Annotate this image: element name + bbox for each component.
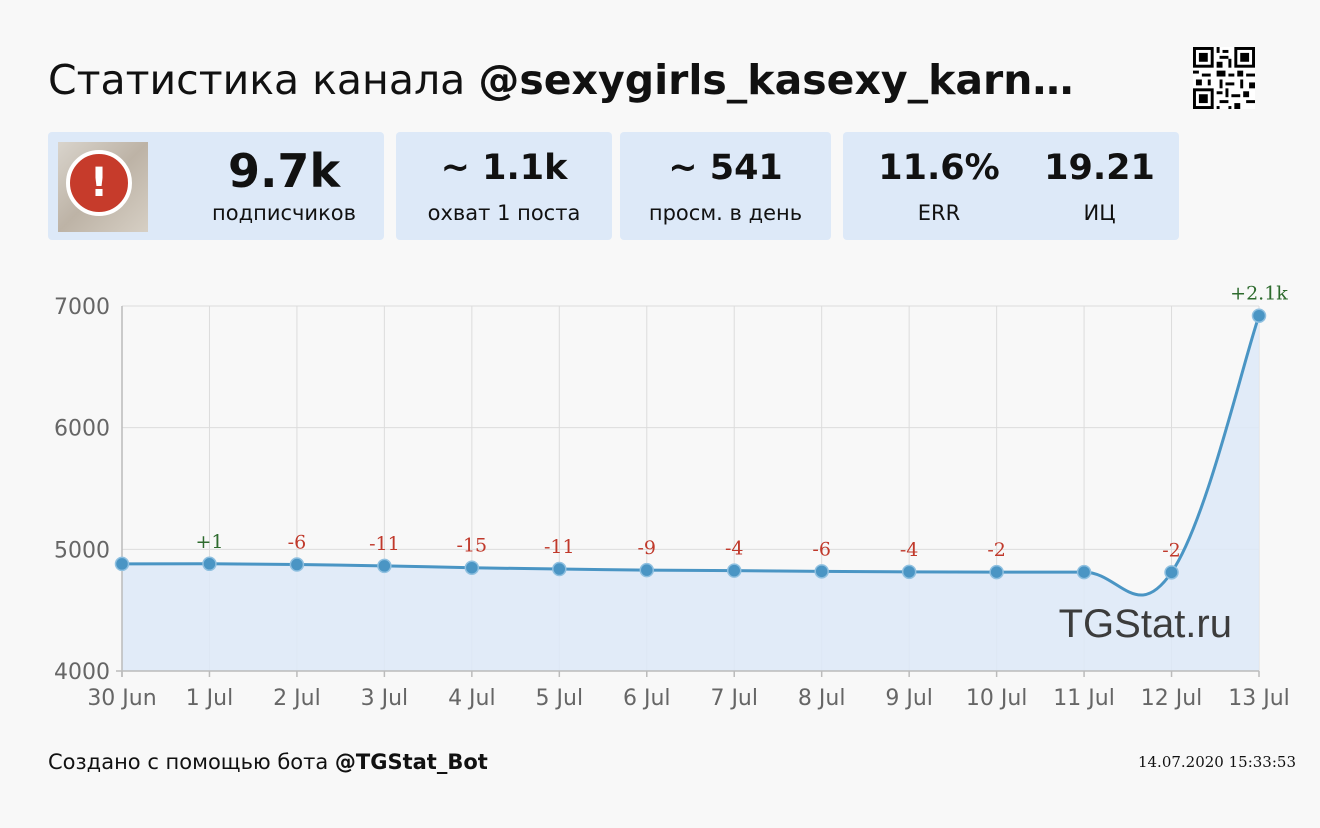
x-tick-label: 30 Jun [87,686,156,711]
x-tick-label: 3 Jul [361,686,409,711]
daily-views-label: просм. в день [648,201,803,225]
timestamp: 14.07.2020 15:33:53 [1137,753,1296,771]
data-point [289,557,305,572]
daily-views-card: ~ 541 просм. в день [620,132,831,240]
data-point [202,556,217,572]
err-value: 11.6% [878,148,1000,188]
citation-index-value: 19.21 [1044,148,1155,188]
x-tick-label: 5 Jul [536,686,584,711]
y-tick-label: 4000 [54,660,110,685]
err-card: 11.6% ERR [843,132,1035,240]
data-label: -15 [457,535,488,557]
data-point [1251,308,1267,323]
x-tick-label: 1 Jul [186,686,234,711]
qr-code-icon [1193,47,1255,109]
data-point [989,564,1004,580]
subscribers-label: подписчиков [212,201,356,225]
x-tick-label: 11 Jul [1053,686,1115,711]
avatar: ! [58,142,148,232]
area-fill [122,315,1259,671]
channel-name: @sexygirls_kasexy_karn… [478,56,1074,104]
data-label: -11 [544,536,575,558]
x-tick-label: 7 Jul [710,686,758,711]
subscribers-value: 9.7k [227,144,341,198]
data-label: -2 [987,539,1006,561]
data-label: -9 [638,537,657,559]
data-point [901,564,917,580]
x-tick-label: 8 Jul [798,686,846,711]
subscribers-chart: TGStat.ru +1 -6 -11 -15 -11 -9 -4 -6 -4 -2 -2 +2.1k 4… [54,283,1290,711]
footer-credit: Создано с помощью бота @TGStat_Bot [48,748,488,776]
data-label: -4 [900,539,919,561]
data-label: +1 [195,531,223,553]
data-point [1164,565,1179,580]
citation-index-label: ИЦ [1083,201,1116,225]
y-tick-label: 5000 [54,538,110,563]
reach-label: охват 1 поста [427,201,581,225]
daily-views-value: ~ 541 [668,148,783,188]
y-tick-label: 6000 [54,417,110,442]
data-label: -2 [1162,539,1181,561]
reach-card: ~ 1.1k охват 1 поста [396,132,612,240]
x-tick-label: 9 Jul [885,686,933,711]
warning-icon: ! [66,150,132,216]
data-point [1076,564,1092,580]
x-tick-label: 12 Jul [1141,686,1203,711]
page-title: Статистика канала @sexygirls_kasexy_karn… [48,52,1073,108]
x-tick-label: 4 Jul [448,686,496,711]
data-label: -6 [288,532,307,554]
data-point [639,562,655,578]
x-tick-label: 10 Jul [966,686,1028,711]
data-point [814,564,829,579]
err-label: ERR [917,201,961,225]
data-point [377,558,392,574]
data-label: -6 [812,538,831,560]
data-label: -4 [725,538,744,560]
watermark: TGStat.ru [1059,602,1232,646]
title-prefix: Статистика канала [48,56,479,104]
x-tick-label: 13 Jul [1228,686,1290,711]
x-tick-label: 2 Jul [273,686,321,711]
data-point [464,560,480,575]
footer-text: Создано с помощью бота [48,750,335,774]
y-tick-label: 7000 [54,295,110,320]
data-label: +2.1k [1230,283,1288,305]
data-point [726,563,742,578]
data-label: -11 [369,533,400,555]
reach-value: ~ 1.1k [440,148,568,188]
data-point [552,561,567,577]
citation-index-card: 19.21 ИЦ [1020,132,1179,240]
x-tick-label: 6 Jul [623,686,671,711]
bot-link[interactable]: @TGStat_Bot [334,750,488,774]
data-point [114,556,130,572]
